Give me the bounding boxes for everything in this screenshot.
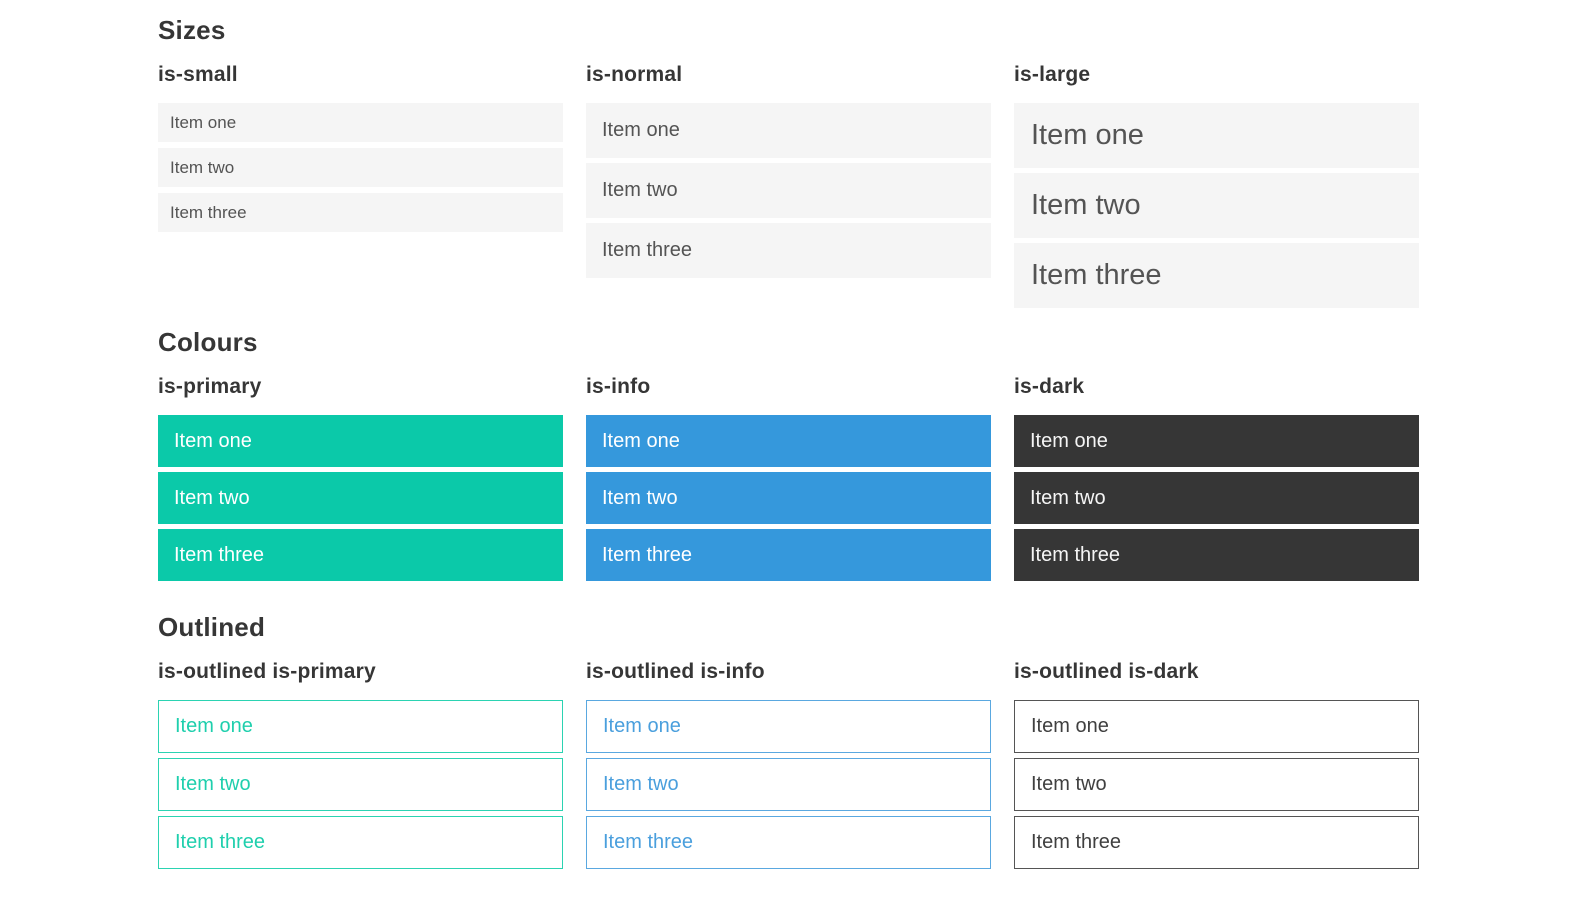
group-is-dark: is-dark Item one Item two Item three [1014, 376, 1419, 581]
list-item: Item two [586, 472, 991, 524]
colours-grid: is-primary Item one Item two Item three … [158, 376, 1419, 581]
list-item: Item one [1014, 700, 1419, 753]
list-is-info: Item one Item two Item three [586, 415, 991, 581]
group-label-is-dark: is-dark [1014, 375, 1085, 398]
group-label-is-normal: is-normal [586, 63, 683, 86]
list-is-large: Item one Item two Item three [1014, 103, 1419, 308]
group-is-outlined-is-dark: is-outlined is-dark Item one Item two It… [1014, 661, 1419, 869]
list-item: Item two [586, 163, 991, 218]
list-item: Item one [586, 103, 991, 158]
list-is-small: Item one Item two Item three [158, 103, 563, 232]
list-is-normal: Item one Item two Item three [586, 103, 991, 278]
group-label-is-outlined-is-primary: is-outlined is-primary [158, 660, 376, 683]
group-is-small: is-small Item one Item two Item three [158, 64, 563, 308]
list-item: Item three [158, 193, 563, 232]
list-item: Item two [158, 148, 563, 187]
group-label-is-small: is-small [158, 63, 238, 86]
group-label-is-large: is-large [1014, 63, 1091, 86]
group-label-is-primary: is-primary [158, 375, 262, 398]
group-is-primary: is-primary Item one Item two Item three [158, 376, 563, 581]
list-is-outlined-is-primary: Item one Item two Item three [158, 700, 563, 869]
list-item: Item one [1014, 415, 1419, 467]
list-item: Item three [586, 529, 991, 581]
sizes-grid: is-small Item one Item two Item three is… [158, 64, 1419, 308]
list-item: Item two [1014, 173, 1419, 238]
group-is-large: is-large Item one Item two Item three [1014, 64, 1419, 308]
list-item: Item three [158, 529, 563, 581]
list-item: Item one [158, 415, 563, 467]
list-item: Item two [586, 758, 991, 811]
list-item: Item one [1014, 103, 1419, 168]
group-label-is-info: is-info [586, 375, 651, 398]
outlined-grid: is-outlined is-primary Item one Item two… [158, 661, 1419, 869]
list-item: Item two [158, 472, 563, 524]
list-item: Item three [1014, 529, 1419, 581]
group-is-outlined-is-primary: is-outlined is-primary Item one Item two… [158, 661, 563, 869]
list-item: Item one [158, 103, 563, 142]
list-item: Item three [586, 223, 991, 278]
list-item: Item three [1014, 816, 1419, 869]
list-is-dark: Item one Item two Item three [1014, 415, 1419, 581]
list-item: Item one [158, 700, 563, 753]
list-item: Item three [1014, 243, 1419, 308]
list-item: Item one [586, 700, 991, 753]
section-sizes: Sizes is-small Item one Item two Item th… [158, 16, 1419, 308]
group-is-normal: is-normal Item one Item two Item three [586, 64, 991, 308]
list-item: Item three [586, 816, 991, 869]
section-outlined: Outlined is-outlined is-primary Item one… [158, 613, 1419, 869]
group-is-info: is-info Item one Item two Item three [586, 376, 991, 581]
group-label-is-outlined-is-info: is-outlined is-info [586, 660, 765, 683]
list-item: Item two [158, 758, 563, 811]
group-label-is-outlined-is-dark: is-outlined is-dark [1014, 660, 1199, 683]
list-item: Item one [586, 415, 991, 467]
list-item: Item two [1014, 472, 1419, 524]
list-is-primary: Item one Item two Item three [158, 415, 563, 581]
group-is-outlined-is-info: is-outlined is-info Item one Item two It… [586, 661, 991, 869]
section-title-colours: Colours [158, 327, 258, 357]
list-is-outlined-is-info: Item one Item two Item three [586, 700, 991, 869]
list-item: Item two [1014, 758, 1419, 811]
section-title-sizes: Sizes [158, 15, 226, 45]
section-colours: Colours is-primary Item one Item two Ite… [158, 328, 1419, 581]
list-item: Item three [158, 816, 563, 869]
section-title-outlined: Outlined [158, 612, 266, 642]
list-is-outlined-is-dark: Item one Item two Item three [1014, 700, 1419, 869]
